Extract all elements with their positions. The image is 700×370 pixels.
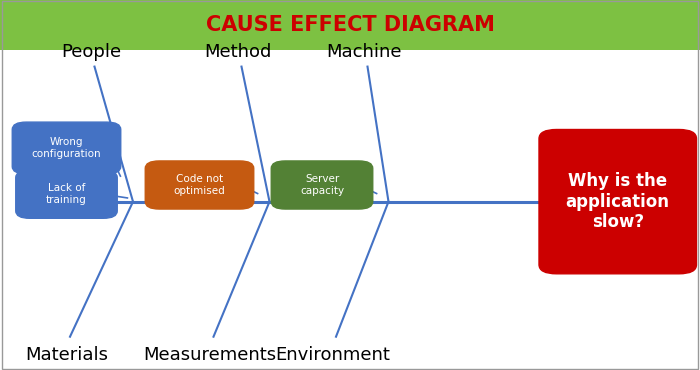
Text: People: People	[61, 43, 121, 61]
Text: Wrong
configuration: Wrong configuration	[32, 137, 102, 159]
Text: Why is the
application
slow?: Why is the application slow?	[566, 172, 670, 232]
Text: Code not
optimised: Code not optimised	[174, 174, 225, 196]
FancyBboxPatch shape	[0, 0, 700, 50]
Text: Environment: Environment	[275, 346, 390, 364]
FancyBboxPatch shape	[16, 170, 117, 218]
Text: Measurements: Measurements	[144, 346, 276, 364]
FancyBboxPatch shape	[146, 161, 253, 209]
Text: Server
capacity: Server capacity	[300, 174, 344, 196]
FancyBboxPatch shape	[272, 161, 372, 209]
Text: Materials: Materials	[25, 346, 108, 364]
Text: Lack of
training: Lack of training	[46, 184, 87, 205]
Text: CAUSE EFFECT DIAGRAM: CAUSE EFFECT DIAGRAM	[206, 15, 494, 35]
Text: Method: Method	[204, 43, 272, 61]
FancyBboxPatch shape	[12, 122, 120, 174]
Text: Machine: Machine	[326, 43, 402, 61]
FancyBboxPatch shape	[539, 130, 696, 274]
